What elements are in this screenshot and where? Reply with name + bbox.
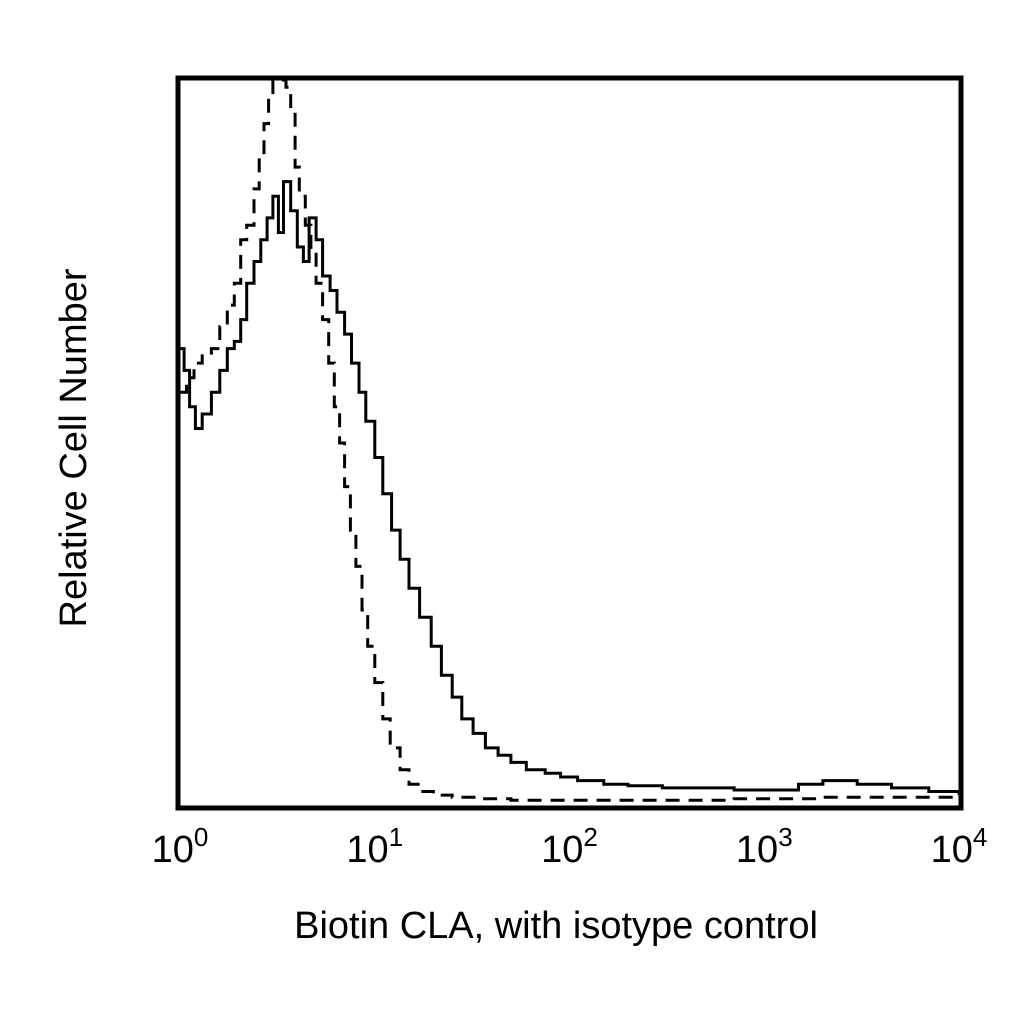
x-tick-labels: 100 101 102 103 104 [152,822,988,871]
isotype-control-histogram-line [180,78,961,802]
series-layer [180,78,961,802]
biotin-cla-histogram-line [180,180,961,796]
x-tick-label: 100 [152,822,209,871]
plot-frame [175,75,964,811]
x-tick-label: 101 [346,822,403,871]
x-axis-title: Biotin CLA, with isotype control [294,905,818,947]
x-tick-label: 103 [736,822,793,871]
x-tick-label: 104 [931,822,988,871]
y-axis-title: Relative Cell Number [53,268,95,627]
x-tick-label: 102 [541,822,598,871]
